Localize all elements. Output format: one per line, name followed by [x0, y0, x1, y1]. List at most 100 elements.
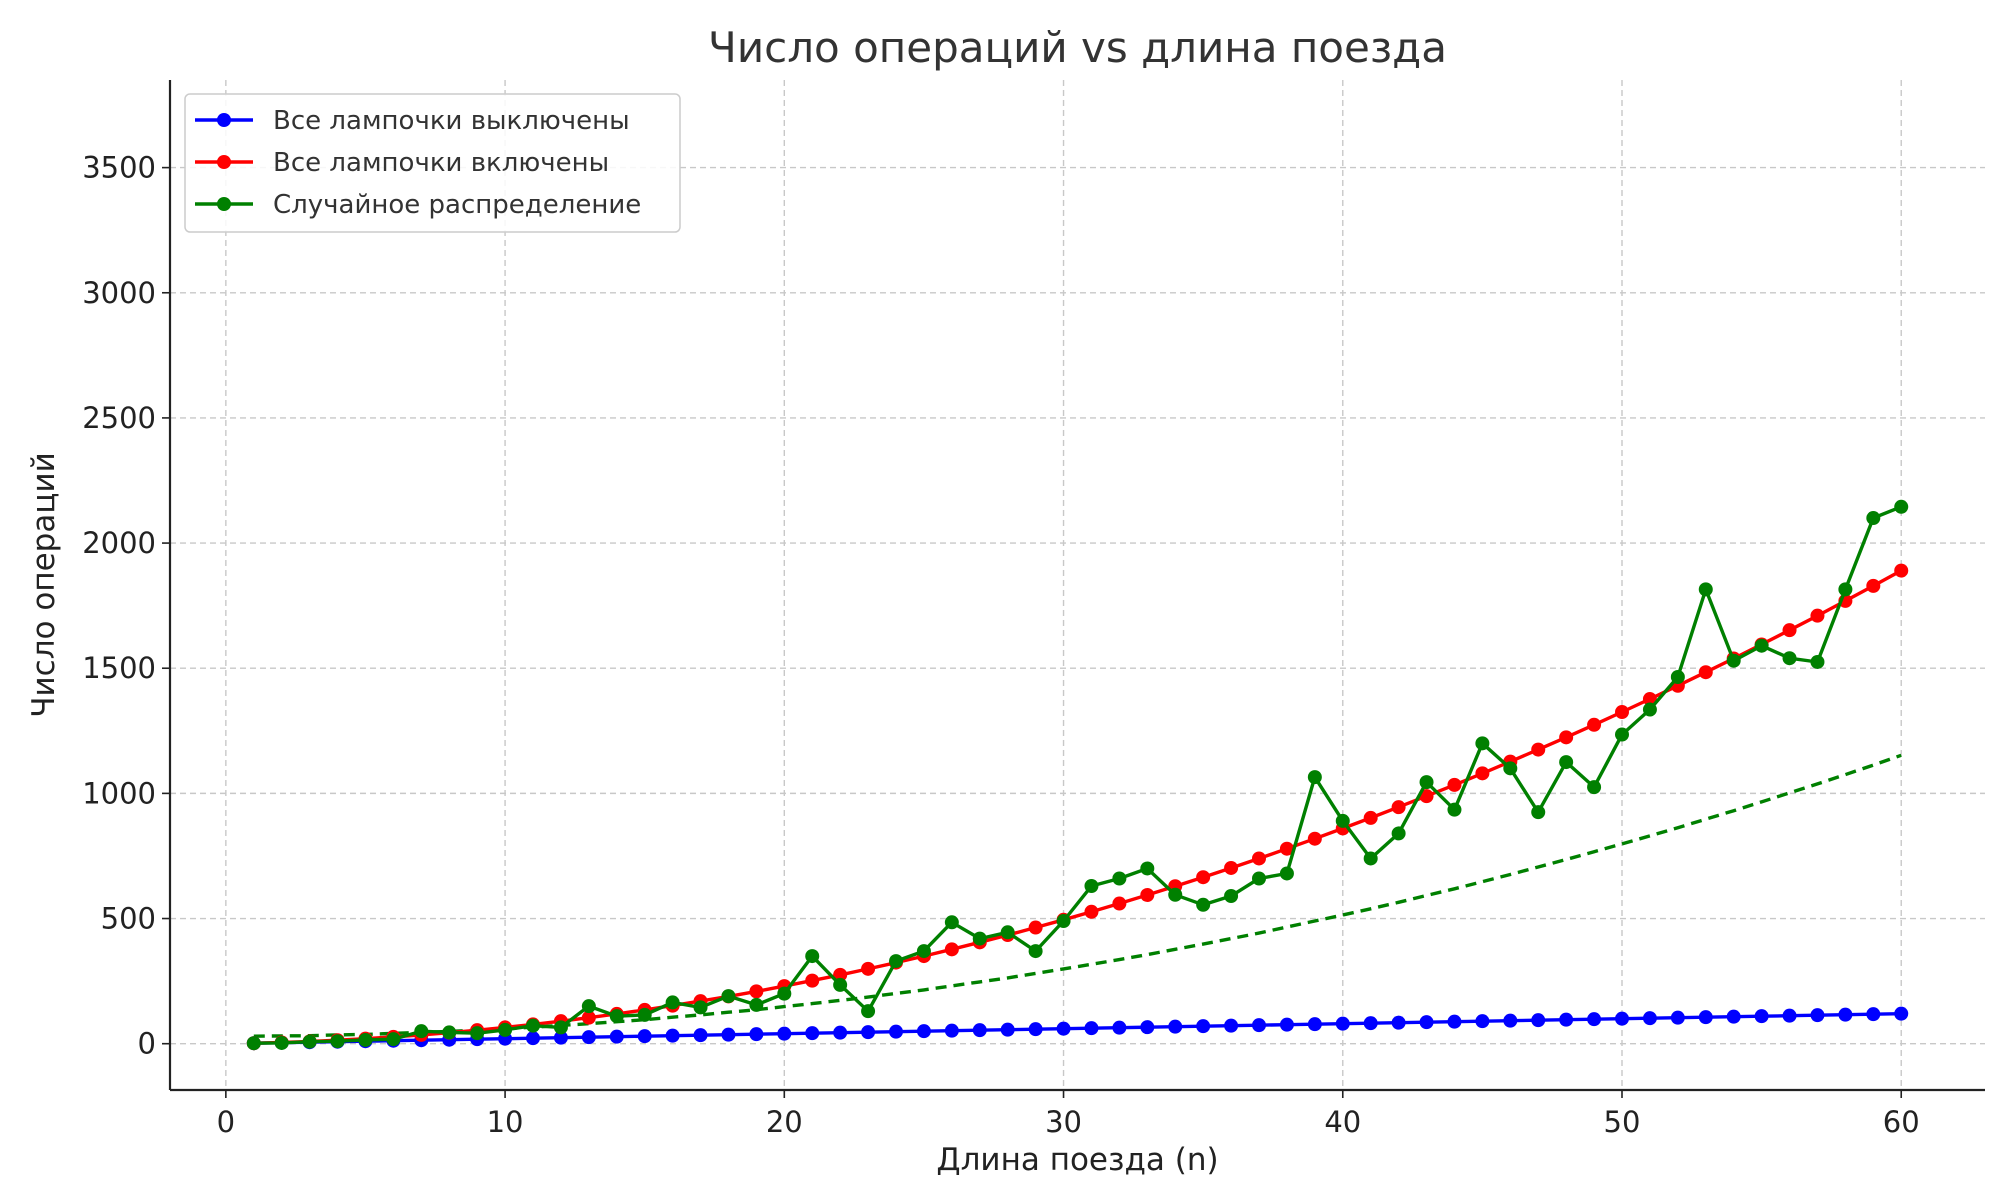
data-point: [581, 1010, 596, 1025]
data-point: [1112, 1020, 1127, 1035]
data-point: [665, 995, 680, 1010]
data-point: [1782, 623, 1797, 638]
data-point: [1028, 944, 1043, 959]
y-tick-label: 3000: [82, 276, 156, 310]
data-point: [916, 1024, 931, 1039]
x-tick-label: 30: [1045, 1105, 1082, 1139]
data-point: [1810, 1008, 1825, 1023]
data-point: [637, 1029, 652, 1044]
data-point: [1279, 841, 1294, 856]
data-point: [1559, 730, 1574, 745]
data-point: [637, 1007, 652, 1022]
x-tick-label: 40: [1324, 1105, 1361, 1139]
data-point: [1084, 1021, 1099, 1036]
data-point: [1475, 1014, 1490, 1029]
data-point: [1642, 702, 1657, 717]
data-point: [1168, 1019, 1183, 1034]
data-point: [861, 961, 876, 976]
data-point: [1587, 780, 1602, 795]
data-point: [1252, 1018, 1266, 1033]
data-point: [1559, 1012, 1574, 1027]
data-point: [944, 942, 959, 957]
data-point: [386, 1032, 401, 1047]
x-axis-label: Длина поезда (n): [936, 1142, 1218, 1178]
data-point: [1391, 826, 1406, 841]
data-point: [889, 1024, 903, 1039]
data-point: [1726, 653, 1741, 668]
data-point: [1224, 1018, 1239, 1033]
data-point: [777, 986, 792, 1001]
data-point: [1391, 1015, 1406, 1030]
data-point: [1866, 1007, 1881, 1022]
data-point: [805, 949, 820, 964]
data-point: [916, 944, 931, 959]
data-point: [1782, 651, 1797, 666]
data-point: [1531, 742, 1546, 757]
data-point: [1642, 692, 1657, 707]
data-point: [1447, 777, 1462, 792]
data-point: [721, 989, 736, 1004]
data-point: [833, 977, 848, 992]
y-tick-label: 500: [101, 902, 156, 936]
data-point: [693, 1028, 708, 1043]
data-point: [1112, 871, 1127, 886]
x-tick-label: 50: [1604, 1105, 1641, 1139]
data-point: [246, 1036, 261, 1051]
data-point: [1615, 705, 1629, 720]
data-point: [889, 954, 903, 969]
data-point: [414, 1024, 429, 1039]
data-point: [609, 1029, 624, 1044]
data-point: [1894, 563, 1909, 578]
data-point: [1307, 1017, 1322, 1032]
plot-area: [246, 499, 1909, 1051]
series-line: [253, 505, 1902, 1045]
data-point: [1531, 1013, 1546, 1028]
data-point: [1782, 1008, 1797, 1023]
data-point: [1196, 897, 1211, 912]
data-point: [553, 1020, 568, 1035]
data-point: [1196, 1019, 1211, 1034]
chart-title: Число операций vs длина поезда: [708, 23, 1447, 72]
data-point: [833, 1025, 848, 1040]
data-point: [581, 999, 596, 1014]
data-point: [1587, 1012, 1602, 1027]
data-point: [1335, 1016, 1350, 1031]
data-point: [1615, 1011, 1629, 1026]
data-point: [1419, 775, 1434, 790]
data-point: [1838, 1007, 1853, 1022]
data-point: [1447, 1014, 1462, 1029]
data-point: [1475, 736, 1490, 751]
data-point: [1475, 766, 1490, 781]
y-axis-label: Число операций: [26, 452, 62, 717]
data-point: [274, 1035, 289, 1050]
data-point: [1307, 770, 1322, 785]
legend-marker-series-random: [217, 197, 231, 211]
data-point: [1419, 1015, 1434, 1030]
data-point: [1503, 761, 1518, 776]
data-point: [498, 1022, 513, 1037]
data-point: [1056, 914, 1071, 929]
data-point: [1894, 499, 1909, 514]
y-tick-label: 2000: [82, 526, 156, 560]
data-point: [1224, 860, 1239, 875]
data-point: [1028, 920, 1043, 935]
data-point: [609, 1009, 624, 1024]
data-point: [1615, 727, 1629, 742]
data-point: [1000, 1022, 1015, 1037]
data-point: [526, 1018, 540, 1033]
grid: [170, 80, 1985, 1090]
x-tick-label: 20: [766, 1105, 803, 1139]
data-point: [553, 1030, 568, 1045]
x-tick-label: 60: [1883, 1105, 1920, 1139]
data-point: [358, 1032, 373, 1047]
data-point: [1140, 861, 1155, 876]
data-point: [1754, 1009, 1769, 1024]
data-point: [1279, 1017, 1294, 1032]
data-point: [1279, 866, 1294, 881]
data-point: [581, 1030, 596, 1045]
data-point: [1838, 582, 1853, 597]
legend-label: Все лампочки выключены: [273, 106, 630, 136]
data-point: [861, 1004, 876, 1019]
data-point: [1084, 904, 1099, 919]
